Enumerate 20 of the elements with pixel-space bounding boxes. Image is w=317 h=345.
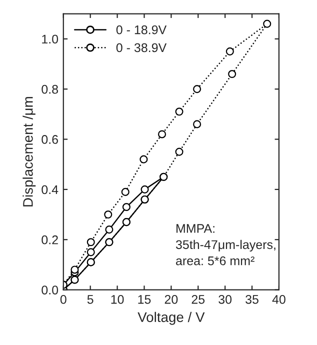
x-tick-label: 30	[218, 294, 232, 304]
x-tick-label: 5	[87, 295, 94, 304]
legend-label: 0 - 18.9V	[116, 25, 167, 34]
x-tick-label: 0	[60, 294, 66, 304]
x-tick-label: 40	[272, 294, 286, 304]
x-tick-label: 25	[192, 294, 205, 304]
y-tick-label: 0.8	[42, 84, 58, 94]
y-tick-label: 1.0	[42, 34, 58, 44]
y-tick-label: 0.2	[42, 235, 58, 244]
legend-label: 0 - 38.9V	[116, 43, 167, 52]
x-tick-label: 20	[164, 294, 178, 304]
y-tick-label: 0.0	[42, 286, 58, 294]
y-axis-title: Displacement /μm	[22, 97, 36, 206]
x-tick-label: 35	[246, 294, 258, 304]
y-tick-label: 0.4	[42, 185, 58, 194]
y-tick-label: 0.6	[42, 135, 58, 144]
x-axis-title: Voltage / V	[138, 312, 205, 325]
x-tick-label: 10	[111, 294, 124, 304]
annotation: MMPA: 35th-47μm-layers, area: 5*6 mm²	[176, 224, 276, 266]
x-tick-label: 15	[138, 295, 151, 304]
